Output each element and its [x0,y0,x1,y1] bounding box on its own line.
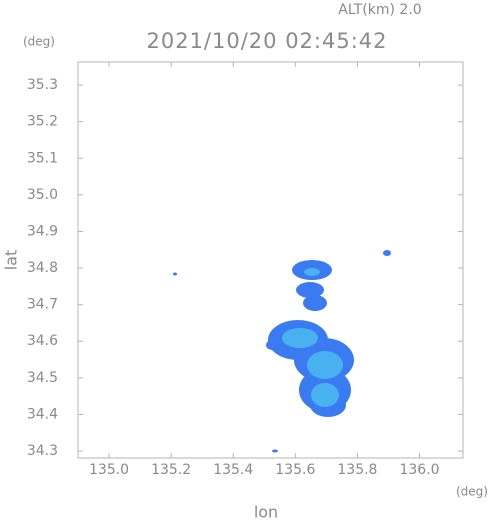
x-tick-label: 135.6 [275,462,315,478]
chart-title: 2021/10/20 02:45:42 [146,29,387,53]
y-tick-label: 34.3 [27,443,58,459]
y-tick-label: 34.5 [27,370,58,386]
y-tick-label: 34.8 [27,260,58,276]
x-tick-label: 135.2 [151,462,191,478]
echo-field [173,250,391,453]
chart-subtitle: ALT(km) 2.0 [338,2,421,18]
y-tick-label: 34.6 [27,333,58,349]
y-tick-label: 35.0 [27,187,58,203]
y-tick-label: 35.1 [27,150,58,166]
y-unit: (deg) [23,35,55,49]
x-tick-label: 136.0 [399,462,439,478]
y-tick-label: 35.2 [27,114,58,130]
x-tick-label: 135.0 [89,462,129,478]
plot-frame [77,61,464,459]
y-tick-label: 34.9 [27,223,58,239]
y-tick-label: 35.3 [27,77,58,93]
x-tick-label: 135.4 [213,462,253,478]
y-tick-label: 34.4 [27,406,58,422]
x-unit: (deg) [456,485,488,499]
y-tick-label: 34.7 [27,297,58,313]
x-tick-label: 135.8 [337,462,377,478]
x-axis-label: lon [254,503,278,521]
y-axis-label: lat [2,250,21,271]
